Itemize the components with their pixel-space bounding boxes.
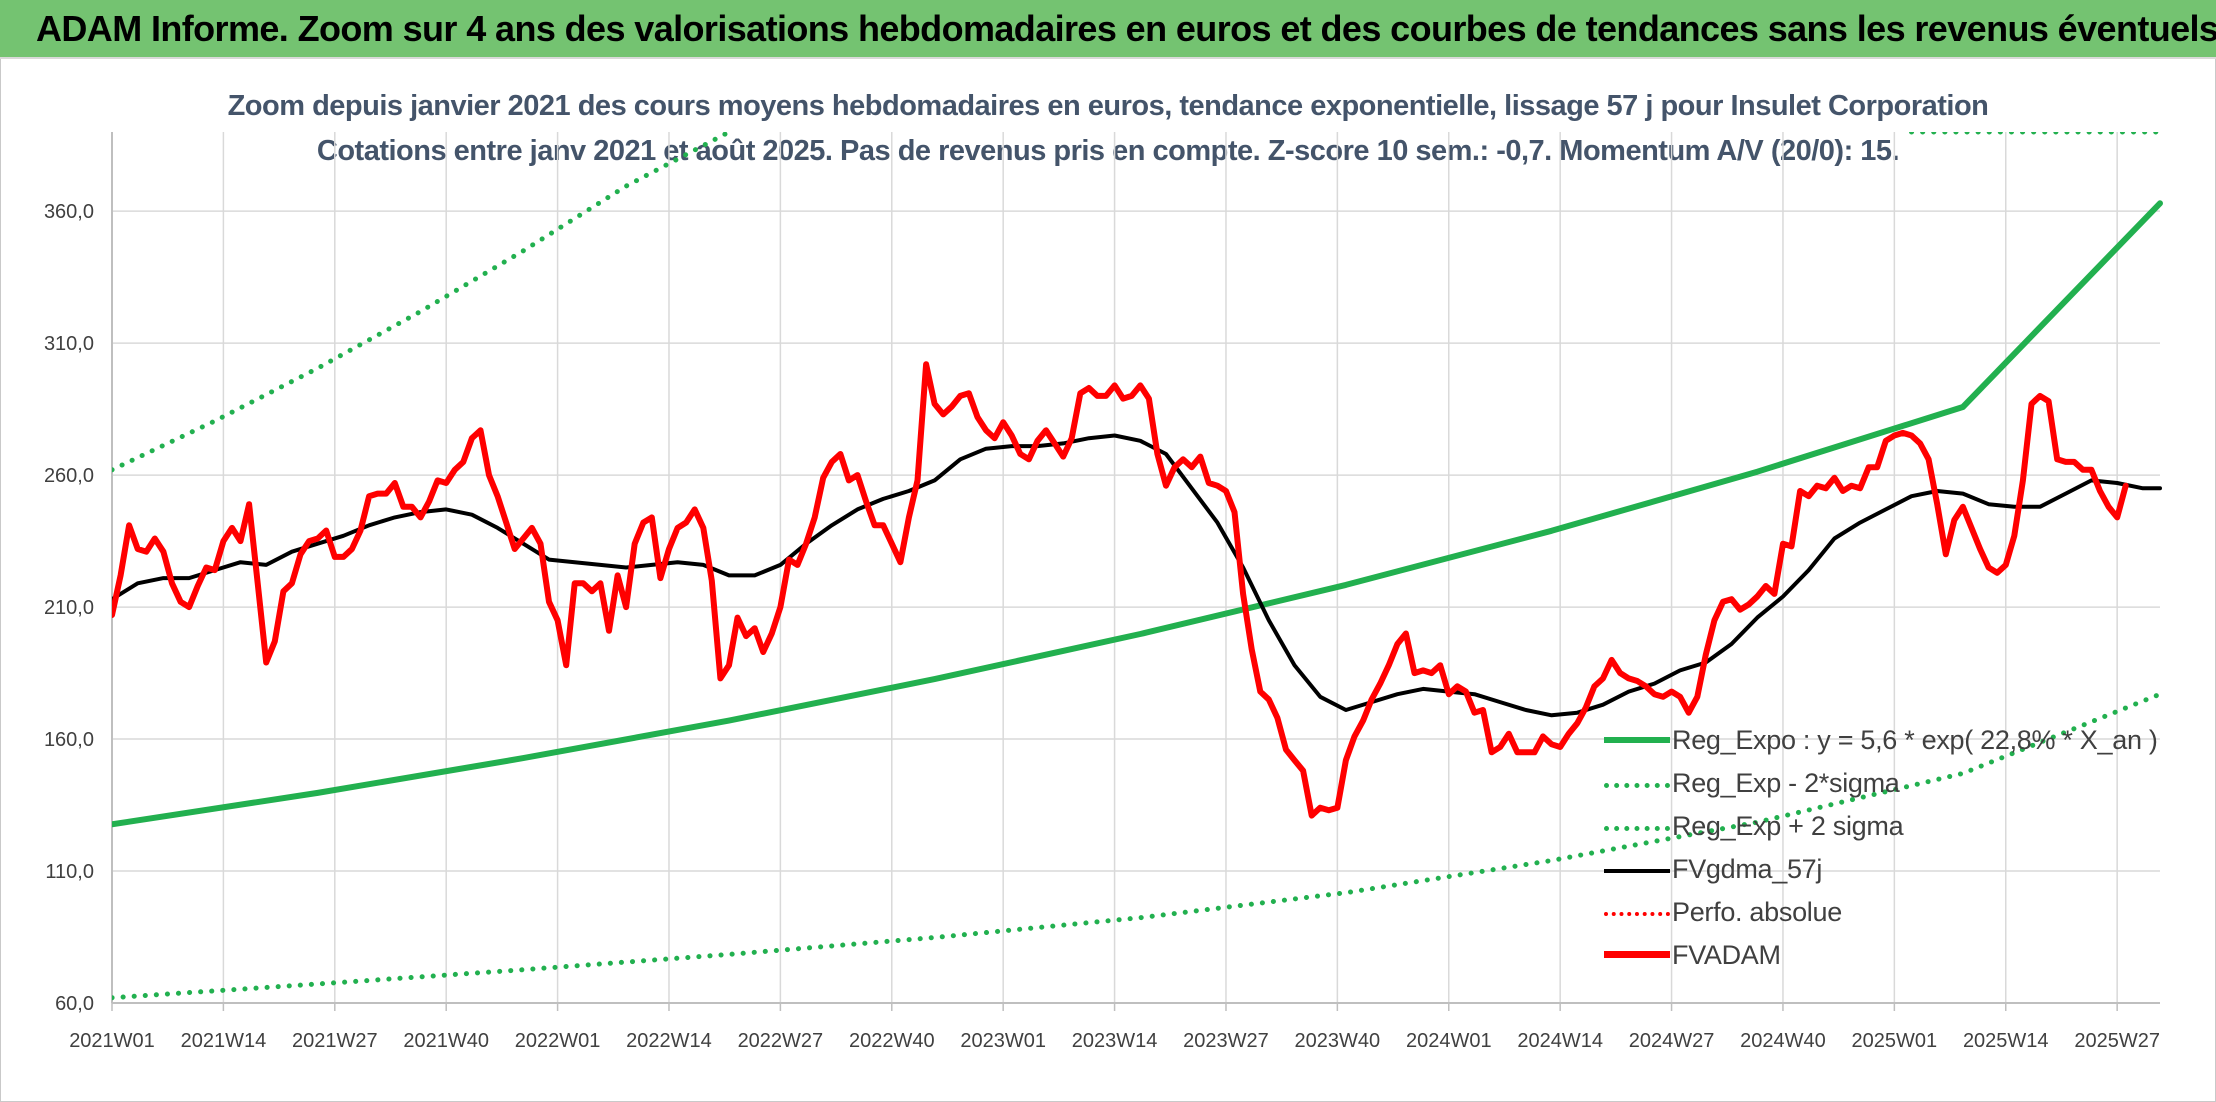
y-tick-label: 310,0	[44, 333, 94, 355]
legend-item-perfo: Perfo. absolue	[1602, 894, 2162, 937]
chart-title: Zoom depuis janvier 2021 des cours moyen…	[227, 90, 1989, 122]
legend-label-reg-exp-minus: Reg_Exp - 2*sigma	[1672, 768, 1900, 798]
series-fvgdma-57j	[112, 433, 2162, 718]
legend-swatch-reg-expo	[1604, 737, 1670, 743]
legend-swatch-perfo	[1604, 912, 1670, 916]
y-tick-label: 60,0	[55, 993, 94, 1015]
legend-label-reg-exp-plus: Reg_Exp + 2 sigma	[1672, 811, 1904, 841]
page-title: ADAM Informe. Zoom sur 4 ans des valoris…	[36, 8, 2216, 49]
series-reg-expo	[112, 200, 2163, 828]
x-tick-label: 2022W14	[626, 1030, 712, 1052]
legend-label-reg-expo: Reg_Expo : y = 5,6 * exp( 22,8% * X_an )	[1672, 725, 2158, 755]
x-tick-label: 2021W40	[403, 1030, 489, 1052]
x-tick-label: 2025W01	[1852, 1030, 1938, 1052]
legend-item-reg-expo: Reg_Expo : y = 5,6 * exp( 22,8% * X_an )	[1602, 722, 2162, 765]
legend-swatch-fvadam	[1604, 951, 1670, 958]
series-fvadam	[112, 361, 2129, 819]
y-tick-label: 110,0	[45, 861, 94, 883]
x-tick-label: 2022W27	[738, 1030, 824, 1052]
x-tick-label: 2022W40	[849, 1030, 935, 1052]
title-banner: ADAM Informe. Zoom sur 4 ans des valoris…	[0, 0, 2216, 59]
x-tick-label: 2022W01	[515, 1030, 601, 1052]
x-tick-label: 2025W14	[1963, 1030, 2049, 1052]
legend-item-reg-exp-minus: Reg_Exp - 2*sigma	[1602, 765, 2162, 808]
legend-item-fvgdma: FVgdma_57j	[1602, 851, 2162, 894]
x-tick-label: 2023W14	[1072, 1030, 1158, 1052]
x-tick-label: 2024W14	[1517, 1030, 1603, 1052]
x-tick-label: 2023W01	[960, 1030, 1046, 1052]
legend-swatch-reg-exp-plus	[1604, 826, 1670, 831]
x-tick-label: 2025W27	[2074, 1030, 2160, 1052]
series-reg-exp-minus-2sigma	[112, 691, 2163, 1001]
y-tick-label: 360,0	[44, 201, 94, 223]
series-reg-exp-plus-2sigma	[112, 132, 732, 473]
legend-item-reg-exp-plus: Reg_Exp + 2 sigma	[1602, 808, 2162, 851]
legend-label-perfo: Perfo. absolue	[1672, 897, 1842, 927]
plot-area	[112, 132, 2163, 1001]
chart-subtitle: Cotations entre janv 2021 et août 2025. …	[316, 135, 1900, 167]
x-tick-label: 2021W14	[181, 1030, 267, 1052]
y-tick-label: 160,0	[44, 729, 94, 751]
y-tick-label: 210,0	[44, 597, 94, 619]
x-tick-label: 2024W40	[1740, 1030, 1826, 1052]
chart-legend: Reg_Expo : y = 5,6 * exp( 22,8% * X_an )…	[1602, 722, 2162, 980]
legend-swatch-fvgdma	[1604, 869, 1670, 873]
x-tick-label: 2024W27	[1629, 1030, 1715, 1052]
x-tick-label: 2021W01	[69, 1030, 155, 1052]
x-tick-label: 2023W40	[1295, 1030, 1381, 1052]
y-tick-label: 260,0	[44, 465, 94, 487]
legend-item-fvadam: FVADAM	[1602, 937, 2162, 980]
x-tick-label: 2023W27	[1183, 1030, 1269, 1052]
x-tick-label: 2021W27	[292, 1030, 378, 1052]
legend-swatch-reg-exp-minus	[1604, 783, 1670, 788]
x-tick-label: 2024W01	[1406, 1030, 1492, 1052]
legend-label-fvadam: FVADAM	[1672, 940, 1781, 970]
legend-label-fvgdma: FVgdma_57j	[1672, 854, 1823, 884]
